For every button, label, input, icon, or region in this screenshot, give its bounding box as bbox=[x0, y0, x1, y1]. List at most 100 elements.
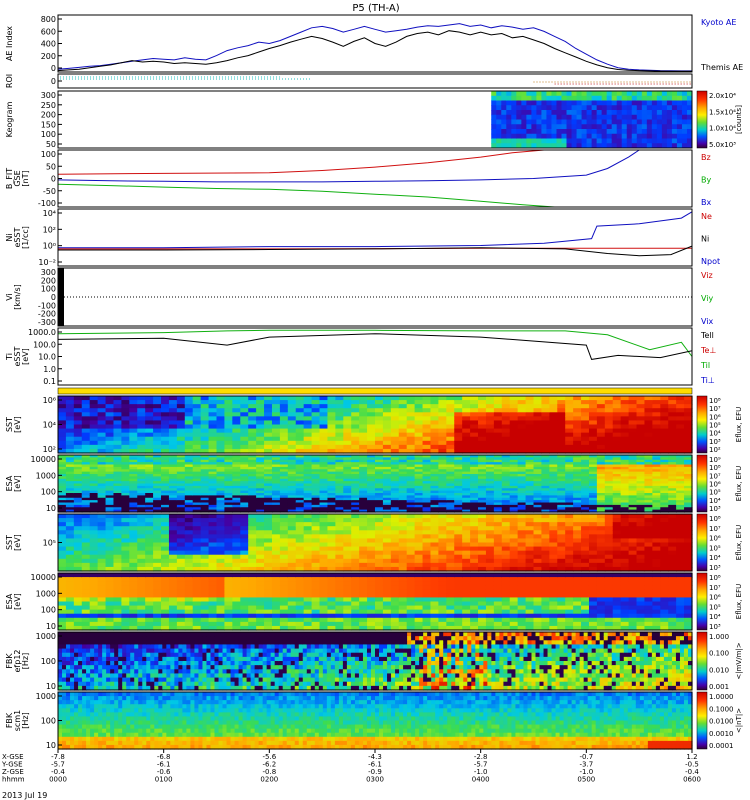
spectrogram-cell bbox=[406, 400, 416, 405]
spectrogram-cell bbox=[224, 538, 233, 544]
keogram-cell bbox=[491, 133, 497, 139]
spectrogram-cell bbox=[97, 432, 107, 438]
spectrogram-cell bbox=[684, 432, 693, 438]
series-line-til bbox=[57, 329, 693, 357]
spectrogram-cell bbox=[541, 526, 550, 531]
spectrogram-cell bbox=[414, 416, 424, 422]
keogram-cell bbox=[656, 119, 663, 125]
spectrogram-cell bbox=[684, 444, 693, 450]
spectrogram-cell bbox=[454, 493, 463, 496]
spectrogram-cell bbox=[168, 497, 178, 501]
spectrogram-cell bbox=[588, 558, 598, 564]
spectrogram-cell bbox=[676, 440, 685, 446]
spectrogram-cell bbox=[121, 490, 130, 494]
spectrogram-cell bbox=[485, 546, 495, 552]
spectrogram-cell bbox=[295, 404, 305, 409]
colorbar-tick-label: 5.0x10³ bbox=[709, 141, 736, 149]
spectrogram-cell bbox=[121, 609, 130, 615]
spectrogram-cell bbox=[549, 538, 558, 544]
spectrogram-cell bbox=[216, 428, 226, 434]
spectrogram-cell bbox=[161, 495, 170, 499]
spectrogram-cell bbox=[129, 493, 138, 496]
spectrogram-cell bbox=[287, 490, 297, 494]
spectrogram-cell bbox=[192, 502, 202, 506]
spectrogram-cell bbox=[676, 500, 685, 504]
spectrogram-cell bbox=[636, 507, 646, 511]
spectrogram-cell bbox=[264, 400, 273, 405]
spectrogram-cell bbox=[375, 444, 384, 450]
spectrogram-cell bbox=[478, 507, 487, 511]
spectrogram-cell bbox=[430, 466, 439, 470]
spectrogram-cell bbox=[81, 424, 91, 430]
spectrogram-cell bbox=[557, 469, 566, 473]
keogram-cell bbox=[646, 129, 653, 135]
spectrogram-cell bbox=[462, 518, 471, 523]
spectrogram-cell bbox=[137, 490, 146, 494]
spectrogram-cell bbox=[430, 495, 439, 499]
spectrogram-cell bbox=[129, 459, 138, 463]
spectrogram-cell bbox=[248, 504, 257, 508]
spectrogram-cell bbox=[375, 546, 384, 552]
spectrogram-cell bbox=[636, 457, 646, 461]
spectrogram-cell bbox=[604, 514, 614, 519]
spectrogram-cell bbox=[232, 550, 241, 556]
spectrogram-cell bbox=[588, 518, 598, 523]
spectrogram-cell bbox=[161, 500, 170, 504]
spectrogram-cell bbox=[557, 396, 566, 401]
spectrogram-cell bbox=[382, 428, 392, 434]
spectrogram-cell bbox=[485, 478, 495, 482]
spectrogram-cell bbox=[406, 416, 416, 422]
spectrogram-cell bbox=[493, 530, 503, 535]
spectrogram-cell bbox=[224, 448, 233, 454]
spectrogram-cell bbox=[501, 497, 511, 501]
spectrogram-cell bbox=[200, 478, 210, 482]
spectrogram-cell bbox=[137, 424, 146, 430]
spectrogram-cell bbox=[493, 420, 503, 426]
spectrogram-cell bbox=[501, 448, 511, 454]
spectrogram-cell bbox=[200, 469, 210, 473]
spectrogram-cell bbox=[533, 488, 543, 492]
spectrogram-cell bbox=[604, 404, 614, 409]
spectrogram-cell bbox=[636, 562, 646, 568]
spectrogram-cell bbox=[430, 509, 439, 513]
spectrogram-cell bbox=[541, 558, 550, 564]
spectrogram-cell bbox=[145, 514, 154, 519]
spectrogram-cell bbox=[200, 457, 210, 461]
spectrogram-cell bbox=[137, 589, 146, 594]
spectrogram-cell bbox=[676, 483, 685, 487]
spectrogram-cell bbox=[390, 478, 400, 482]
spectrogram-cell bbox=[462, 509, 471, 513]
keogram-cell bbox=[631, 143, 638, 149]
spectrogram-cell bbox=[200, 466, 210, 470]
spectrogram-cell bbox=[65, 502, 75, 506]
spectrogram-cell bbox=[129, 432, 138, 438]
spectrogram-cell bbox=[581, 471, 590, 475]
spectrogram-cell bbox=[89, 474, 99, 477]
spectrogram-cell bbox=[565, 457, 574, 461]
keogram-cell bbox=[621, 105, 628, 111]
spectrogram-cell bbox=[168, 485, 178, 489]
spectrogram-cell bbox=[287, 546, 297, 552]
spectrogram-cell bbox=[478, 493, 487, 496]
spectrogram-cell bbox=[509, 432, 519, 438]
y-tick-label: 400 bbox=[41, 40, 56, 49]
spectrogram-cell bbox=[248, 566, 257, 572]
spectrogram-cell bbox=[129, 546, 138, 552]
spectrogram-cell bbox=[517, 432, 527, 438]
spectrogram-cell bbox=[319, 474, 329, 477]
spectrogram-cell bbox=[581, 424, 590, 430]
spectrogram-cell bbox=[501, 509, 511, 513]
spectrogram-cell bbox=[652, 466, 661, 470]
spectrogram-cell bbox=[58, 581, 67, 586]
spectrogram-cell bbox=[89, 444, 99, 450]
spectrogram-cell bbox=[398, 534, 408, 540]
keogram-cell bbox=[651, 100, 658, 106]
keogram-cell bbox=[506, 138, 512, 144]
spectrogram-cell bbox=[644, 485, 653, 489]
y-axis-label: [eV] bbox=[21, 348, 30, 365]
spectrogram-cell bbox=[137, 534, 146, 540]
spectrogram-cell bbox=[668, 412, 677, 417]
spectrogram-cell bbox=[406, 550, 416, 556]
spectrogram-cell bbox=[525, 481, 535, 485]
